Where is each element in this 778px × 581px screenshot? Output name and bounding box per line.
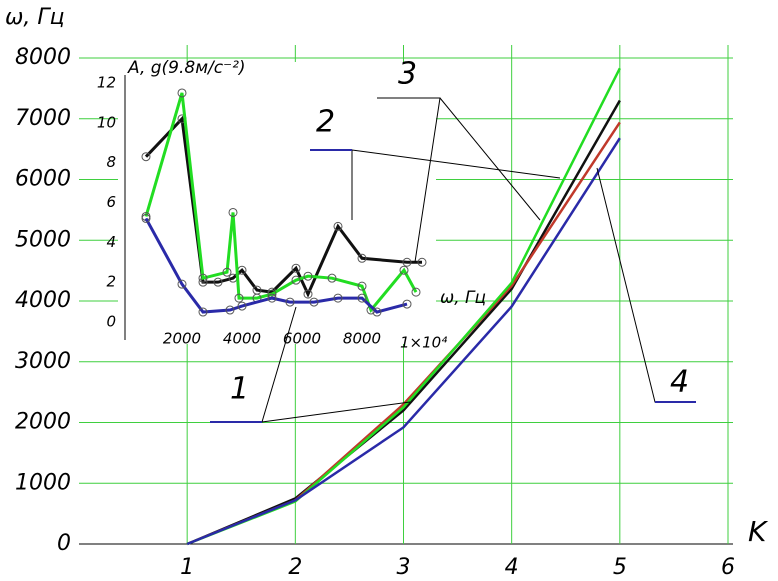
x-tick-label: 2000 (163, 330, 201, 348)
point (357, 281, 367, 291)
series-line (144, 115, 422, 298)
point (285, 297, 295, 307)
callout-underlines (210, 149, 696, 423)
y-tick-label: 10 (97, 113, 116, 131)
point (357, 253, 367, 263)
y-tick-label: 0 (57, 531, 71, 556)
x-tick-label: 2 (288, 555, 302, 580)
y-tick-label: 2000 (15, 410, 71, 435)
point (333, 293, 343, 303)
y-tick-label: 2 (106, 273, 116, 291)
annotation: 4 (670, 365, 689, 400)
point (411, 287, 421, 297)
y-tick-label: 3000 (15, 349, 71, 374)
inset-background (118, 62, 436, 344)
inset-plot: 0 2 4 6 8 10 12 2000 4000 6000 8000 (97, 74, 427, 348)
callout-3b (439, 97, 541, 221)
x-tick-label: 4000 (223, 330, 261, 348)
inset-title: A, g(9.8м/с⁻²) (127, 58, 246, 78)
point (372, 307, 382, 317)
y-tick-label: 7000 (15, 106, 71, 131)
callout-1b (261, 401, 411, 423)
y-tick-label: 6 (106, 193, 116, 211)
point (333, 221, 343, 231)
annotation: 3 (398, 57, 417, 92)
x-label: K (748, 515, 769, 548)
series-line (186, 137, 621, 546)
annotation: 1 (230, 372, 249, 407)
point (234, 293, 244, 303)
y-tick-label: 4 (106, 233, 116, 251)
y-tick-label: 1000 (15, 470, 71, 495)
y-tick-label: 5000 (15, 227, 71, 252)
point (225, 305, 235, 315)
callout-2b (351, 149, 561, 179)
y-tick-label: 6000 (15, 167, 71, 192)
point (402, 257, 412, 267)
x-tick-label: 8000 (343, 330, 381, 348)
y-tick-label: 4000 (15, 288, 71, 313)
point (303, 271, 313, 281)
y-tick-label: 12 (97, 74, 116, 92)
series-line (144, 217, 408, 314)
point (267, 293, 277, 303)
x-tick-label: 3 (397, 555, 411, 580)
x-tick-label: 1 (180, 555, 194, 580)
point (309, 297, 319, 307)
point (228, 207, 238, 217)
inset-x-multiplier: 1×10⁴ (400, 334, 447, 352)
point (417, 257, 427, 267)
point (303, 289, 313, 299)
point (177, 88, 187, 98)
y-tick-label: 8 (106, 153, 116, 171)
y-tick-label: 8000 (15, 45, 71, 70)
x-tick-label: 4 (505, 555, 519, 580)
point (291, 275, 301, 285)
point (198, 307, 208, 317)
point (291, 263, 301, 273)
point (141, 213, 151, 223)
point (222, 267, 232, 277)
point (402, 299, 412, 309)
y-tick-label: 0 (106, 313, 116, 331)
x-tick-label: 6000 (283, 330, 321, 348)
point (237, 301, 247, 311)
x-tick-label: 6 (721, 555, 735, 580)
point (213, 277, 223, 287)
x-tick-label: 5 (613, 555, 627, 580)
point (177, 279, 187, 289)
point (357, 293, 367, 303)
point (198, 273, 208, 283)
inset-x-label: ω, Гц (440, 288, 486, 308)
annotation: 2 (316, 105, 335, 140)
point (399, 265, 409, 275)
point (327, 273, 337, 283)
point (141, 152, 151, 162)
y-label: ω, Гц (5, 5, 65, 30)
